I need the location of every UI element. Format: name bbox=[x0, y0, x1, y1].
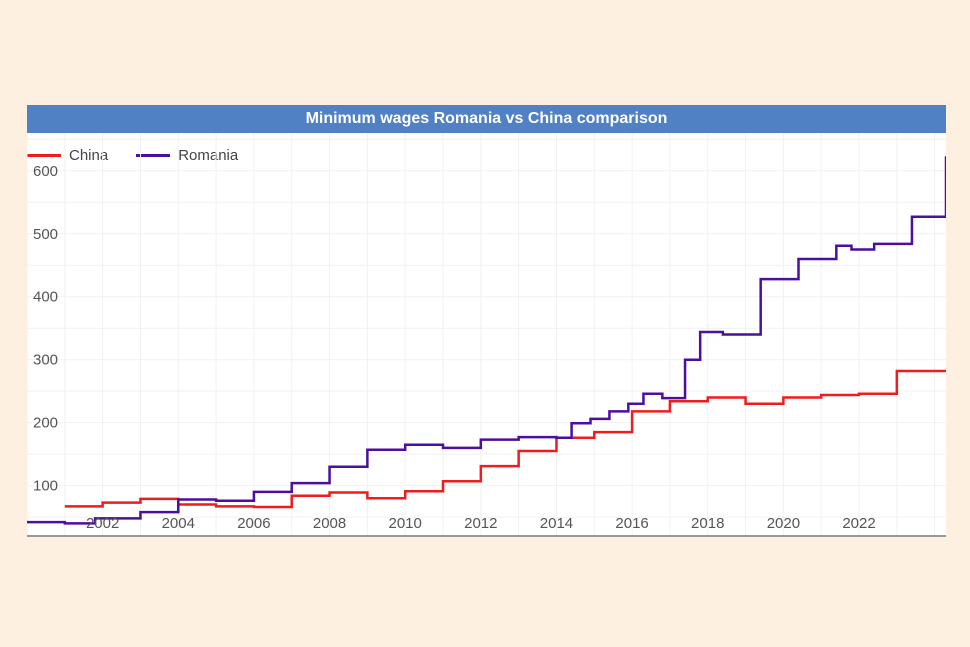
series-line-romania[interactable] bbox=[27, 156, 946, 525]
plot-area: 100 200 300 400 500 600 2002 2004 2006 2008 2010 20… bbox=[27, 133, 946, 537]
legend-swatch-china bbox=[27, 153, 61, 157]
x-tick-label: 2008 bbox=[313, 515, 346, 532]
series-line-china[interactable] bbox=[64, 369, 946, 509]
y-tick-label: 200 bbox=[33, 415, 58, 432]
tick-labels: 100 200 300 400 500 600 2002 2004 2006 2008 2010 20… bbox=[33, 163, 876, 532]
legend-item-china[interactable]: China bbox=[27, 147, 108, 164]
y-tick-label: 300 bbox=[33, 352, 58, 369]
chart-card: Minimum wages Romania vs China compariso… bbox=[27, 105, 946, 537]
legend-label-china: China bbox=[69, 146, 109, 164]
gridlines bbox=[27, 133, 946, 536]
legend-swatch-romania bbox=[136, 153, 171, 157]
x-tick-label: 2006 bbox=[237, 515, 270, 532]
y-tick-label: 100 bbox=[33, 478, 58, 495]
x-tick-label: 2014 bbox=[540, 515, 573, 532]
chart-title: Minimum wages Romania vs China compariso… bbox=[27, 105, 946, 133]
x-tick-label: 2018 bbox=[691, 515, 724, 532]
x-tick-label: 2012 bbox=[464, 515, 497, 532]
x-tick-label: 2002 bbox=[86, 515, 119, 532]
x-tick-label: 2004 bbox=[162, 515, 195, 532]
y-tick-label: 500 bbox=[33, 226, 58, 243]
legend: China Romania bbox=[27, 145, 266, 165]
legend-label-romania: Romania bbox=[178, 146, 239, 164]
y-tick-label: 600 bbox=[33, 163, 58, 180]
x-tick-label: 2016 bbox=[615, 515, 648, 532]
x-tick-label: 2020 bbox=[767, 515, 800, 532]
series-layer bbox=[27, 156, 946, 525]
x-tick-label: 2022 bbox=[842, 515, 875, 532]
legend-item-romania[interactable]: Romania bbox=[136, 147, 238, 164]
y-tick-label: 400 bbox=[33, 289, 58, 306]
x-tick-label: 2010 bbox=[389, 515, 422, 532]
